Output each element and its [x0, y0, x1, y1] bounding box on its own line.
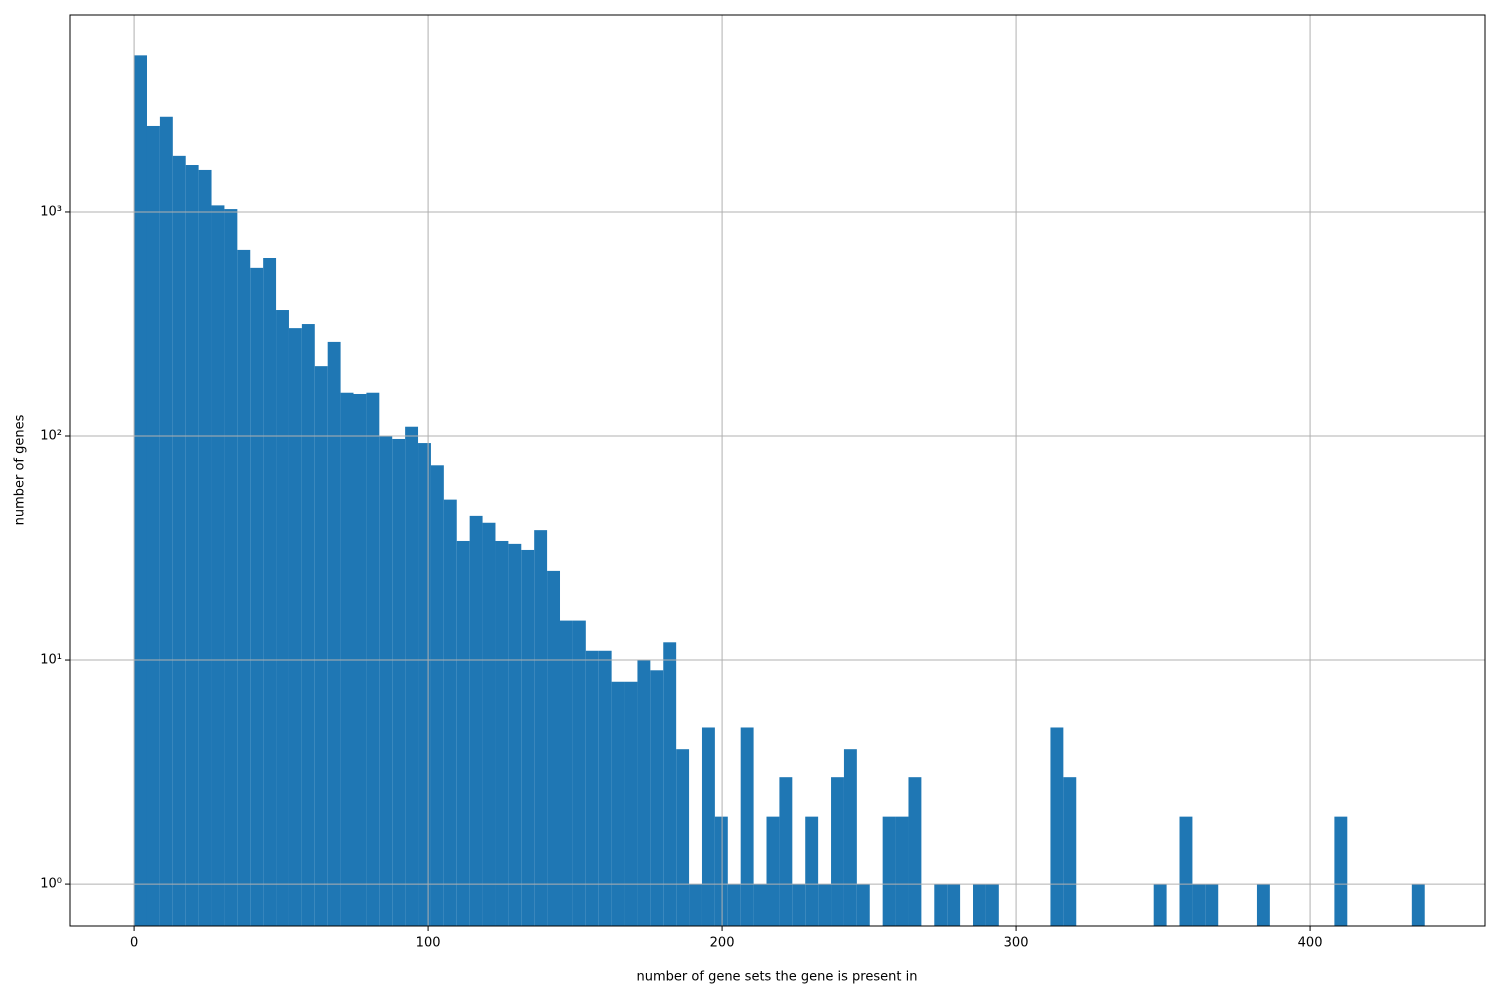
- bar: [908, 777, 922, 926]
- bar: [146, 125, 160, 926]
- bar: [159, 116, 173, 926]
- x-tick-label: 200: [710, 936, 735, 951]
- bar: [392, 438, 406, 926]
- plot-frame: [69, 14, 1486, 927]
- bar: [740, 727, 754, 926]
- bar: [185, 165, 199, 926]
- bar: [263, 257, 277, 926]
- bar: [714, 816, 728, 926]
- bar: [611, 681, 625, 926]
- bar: [572, 620, 586, 926]
- y-tick-label: 10¹: [40, 653, 62, 668]
- bar: [1192, 884, 1206, 926]
- bar: [856, 884, 870, 926]
- x-tick-label: 300: [1004, 936, 1029, 951]
- bar: [521, 549, 535, 926]
- bar: [1153, 884, 1167, 926]
- x-axis-label: number of gene sets the gene is present …: [637, 970, 918, 985]
- bar: [779, 777, 793, 926]
- bar: [1050, 727, 1064, 926]
- bar: [276, 310, 289, 926]
- bar: [676, 749, 690, 926]
- x-tick-label: 100: [416, 936, 441, 951]
- bar: [585, 650, 599, 926]
- bar: [405, 426, 419, 926]
- bar: [327, 341, 341, 926]
- bar: [508, 543, 522, 926]
- bar: [624, 681, 638, 926]
- bar: [843, 749, 857, 926]
- bar: [805, 816, 819, 926]
- bar: [882, 816, 896, 926]
- x-tick-label: 0: [130, 936, 138, 951]
- bar: [301, 324, 315, 926]
- bar: [598, 650, 612, 926]
- bar: [534, 530, 548, 926]
- bar: [469, 515, 483, 926]
- bar: [211, 205, 225, 927]
- bar: [895, 816, 909, 926]
- y-tick-label: 10⁰: [40, 877, 62, 892]
- bar: [547, 570, 561, 926]
- bar: [701, 727, 715, 926]
- bar: [430, 465, 444, 926]
- bar: [1256, 884, 1270, 926]
- bar: [198, 169, 212, 926]
- bar: [288, 328, 302, 926]
- bar: [1063, 777, 1077, 926]
- bar: [818, 884, 832, 926]
- bar: [792, 884, 806, 926]
- bar: [456, 540, 470, 926]
- bar: [340, 392, 354, 926]
- bar: [650, 670, 664, 926]
- bar: [831, 777, 844, 926]
- y-axis-label: number of genes: [13, 414, 28, 525]
- bar: [947, 884, 961, 926]
- bar: [314, 366, 328, 926]
- bar: [250, 267, 264, 927]
- bar: [560, 620, 573, 926]
- bar: [973, 884, 986, 926]
- y-tick-label: 10²: [40, 428, 62, 443]
- bar: [753, 884, 767, 926]
- bar: [1205, 884, 1219, 926]
- bar: [663, 642, 677, 926]
- bar: [418, 443, 431, 926]
- bar: [934, 884, 948, 926]
- bar: [366, 392, 380, 926]
- bar: [1334, 816, 1348, 926]
- bar: [727, 884, 741, 926]
- bar: [1179, 816, 1193, 926]
- bar: [766, 816, 780, 926]
- bar: [379, 435, 393, 926]
- bar: [172, 155, 186, 926]
- bar: [443, 499, 457, 926]
- bar: [237, 249, 251, 926]
- bar: [495, 540, 509, 926]
- x-tick-label: 400: [1298, 936, 1323, 951]
- bar: [985, 884, 999, 926]
- bar: [637, 660, 651, 926]
- bar: [689, 884, 702, 926]
- bar: [482, 522, 496, 926]
- bar: [134, 55, 147, 926]
- y-tick-label: 10³: [40, 204, 62, 219]
- bar: [224, 209, 238, 927]
- bar: [1411, 884, 1425, 926]
